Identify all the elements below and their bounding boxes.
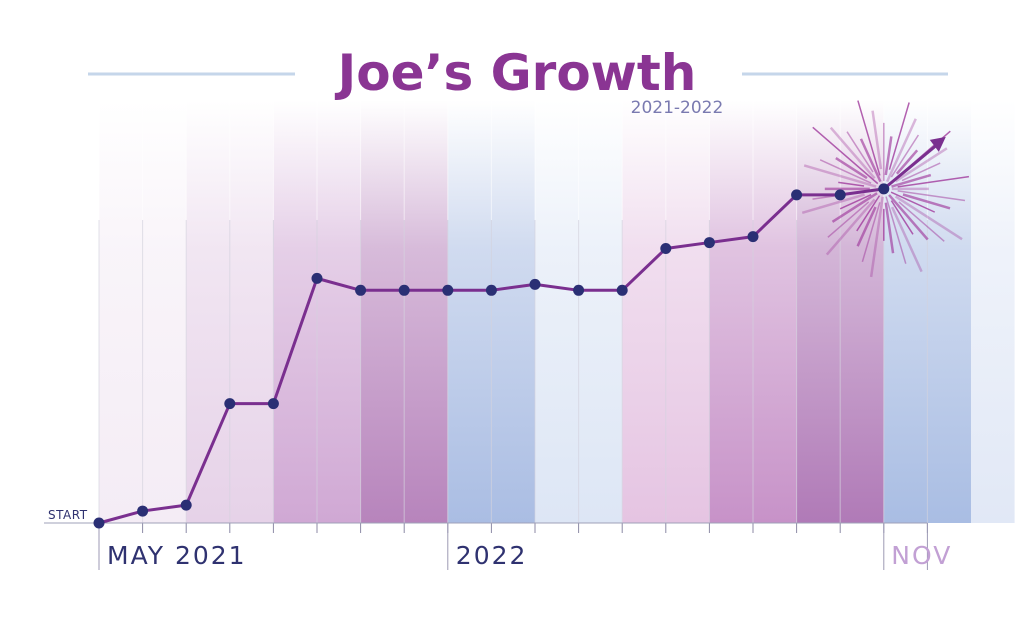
start-label: START [48,508,88,522]
burst-ray [869,196,884,278]
burst-ray [894,195,963,241]
burst-ray [890,206,923,273]
burst-ray [895,149,919,175]
burst-ray [827,201,870,238]
burst-ray [859,138,882,183]
data-point [791,189,803,201]
x-axis-label: MAY 2021 [107,541,247,570]
burst-ray [856,195,881,232]
burst-ray [897,190,966,202]
data-point [137,505,149,517]
data-point [355,284,367,296]
burst-ray [888,102,910,170]
burst-ray [888,194,929,241]
data-point [180,499,192,511]
data-points [93,183,890,529]
vertical-gridlines [98,100,928,570]
chart-title: Joe’s Growth [335,44,697,102]
data-point [442,284,454,296]
burst-ray [825,198,876,256]
data-point [93,517,105,529]
background-bands [99,100,1015,523]
data-point [834,189,846,201]
burst-ray [838,181,865,187]
burst-ray [835,156,868,180]
x-axis-label: NOV [891,541,952,570]
data-point [311,272,323,284]
data-point [267,398,279,410]
burst-ray [894,147,948,183]
burst-ray [803,164,877,188]
burst-ray [902,193,951,210]
burst-ray [839,194,872,210]
burst-ray [801,193,865,215]
trend-arrow-head [929,136,946,152]
data-point [224,398,236,410]
data-point [747,231,759,243]
burst-ray [831,192,878,223]
data-point [529,278,541,290]
burst-ray [812,126,879,185]
burst-ray [857,100,881,176]
burst-ray [885,196,907,264]
data-point [660,243,672,255]
data-point [878,183,890,195]
data-point [573,284,585,296]
data-point [398,284,410,296]
burst-ray [884,202,895,254]
burst-ray [898,201,945,242]
burst-highlight-icon [801,100,970,278]
burst-ray [890,191,936,213]
burst-ray [871,110,883,170]
burst-ray [829,126,876,180]
trend-arrow-shaft [882,139,943,191]
trend-arrow-icon [882,136,946,191]
burst-ray [890,134,920,178]
background-band [971,100,1015,523]
chart-subtitle: 2021-2022 [631,98,724,118]
burst-ray [861,202,881,262]
data-point [616,284,628,296]
burst-ray [891,173,932,188]
data-point [703,237,715,249]
burst-ray [885,118,917,183]
x-axis-labels: MAY 2021 2022 NOV [107,541,952,570]
burst-ray [819,159,872,184]
burst-ray [856,206,877,247]
data-point [485,284,497,296]
burst-ray [901,162,941,182]
burst-ray [897,175,970,188]
burst-ray [846,131,874,173]
burst-ray [884,136,893,176]
burst-ray [890,200,914,235]
x-axis-label: 2022 [456,541,528,570]
